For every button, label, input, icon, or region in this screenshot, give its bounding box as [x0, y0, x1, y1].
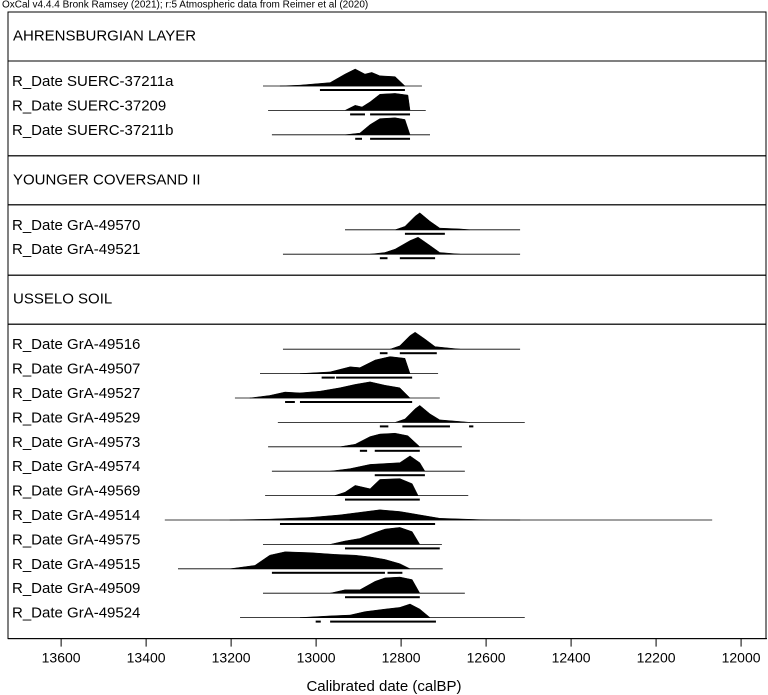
hpd-range	[379, 257, 388, 260]
hpd-range	[404, 232, 445, 235]
hpd-range	[350, 113, 365, 116]
hpd-range	[345, 547, 440, 550]
hpd-range	[399, 257, 436, 260]
x-axis-label: Calibrated date (calBP)	[306, 678, 461, 695]
date-label: R_Date GrA-49514	[12, 507, 140, 524]
hpd-range	[374, 474, 425, 477]
date-label: R_Date GrA-49570	[12, 217, 140, 234]
hpd-range	[330, 620, 436, 623]
distribution	[370, 236, 461, 255]
hpd-range	[285, 401, 295, 403]
x-tick-label: 13000	[297, 649, 336, 665]
hpd-range	[355, 137, 363, 140]
hpd-range	[379, 352, 388, 355]
date-label: R_Date GrA-49507	[12, 361, 140, 378]
distribution	[389, 331, 461, 350]
date-label: R_Date SUERC-37209	[12, 97, 166, 114]
hpd-range	[315, 620, 321, 623]
x-tick-label: 13400	[127, 649, 166, 665]
date-label: R_Date GrA-49575	[12, 531, 140, 548]
group-header: YOUNGER COVERSAND II	[13, 171, 201, 188]
distribution	[229, 509, 521, 521]
group-header: USSELO SOIL	[13, 291, 112, 308]
hpd-range	[345, 498, 420, 501]
x-tick-label: 13600	[42, 649, 81, 665]
hpd-range	[336, 376, 413, 379]
x-tick-label: 12200	[637, 649, 676, 665]
hpd-range	[387, 571, 403, 574]
distribution	[330, 576, 421, 594]
group-header: AHRENSBURGIAN LAYER	[13, 27, 196, 44]
distribution	[330, 455, 426, 472]
distribution	[299, 603, 431, 618]
hpd-range	[399, 352, 437, 355]
date-label: R_Date GrA-49529	[12, 409, 140, 426]
date-label: R_Date SUERC-37211a	[12, 73, 174, 90]
distribution	[330, 527, 421, 545]
date-label: R_Date GrA-49509	[12, 580, 140, 597]
hpd-range	[402, 425, 450, 428]
hpd-range	[370, 137, 411, 140]
hpd-range	[279, 523, 436, 525]
distribution	[299, 356, 411, 374]
x-tick-label: 13200	[212, 649, 251, 665]
distribution	[395, 212, 470, 231]
hpd-range	[299, 401, 413, 403]
distribution	[395, 405, 470, 423]
date-label: R_Date SUERC-37211b	[12, 122, 173, 139]
chart-title: OxCal v4.4.4 Bronk Ramsey (2021); r:5 At…	[2, 0, 368, 11]
distribution	[344, 93, 411, 111]
distribution	[249, 381, 411, 399]
distribution	[279, 68, 406, 87]
hpd-range	[321, 376, 335, 379]
date-label: R_Date GrA-49516	[12, 336, 140, 353]
date-label: R_Date GrA-49574	[12, 458, 140, 475]
hpd-range	[319, 89, 405, 91]
hpd-range	[370, 113, 411, 116]
hpd-range	[271, 571, 385, 574]
distribution	[229, 551, 411, 570]
date-label: R_Date GrA-49569	[12, 483, 140, 500]
x-tick-label: 12000	[722, 649, 761, 665]
hpd-range	[379, 425, 389, 428]
group-header-box	[7, 274, 767, 325]
hpd-range	[345, 596, 420, 599]
date-label: R_Date GrA-49515	[12, 556, 140, 573]
date-label: R_Date GrA-49527	[12, 385, 140, 402]
x-tick-label: 12400	[552, 649, 591, 665]
hpd-range	[359, 449, 368, 452]
hpd-range	[469, 425, 474, 428]
hpd-range	[374, 449, 420, 452]
distribution	[344, 117, 411, 136]
date-label: R_Date GrA-49573	[12, 434, 140, 451]
distribution	[334, 478, 419, 496]
date-label: R_Date GrA-49524	[12, 605, 140, 622]
date-label: R_Date GrA-49521	[12, 241, 140, 258]
group-box	[7, 204, 767, 276]
x-tick-label: 12600	[467, 649, 506, 665]
x-tick-label: 12800	[382, 649, 421, 665]
distribution	[339, 432, 421, 448]
